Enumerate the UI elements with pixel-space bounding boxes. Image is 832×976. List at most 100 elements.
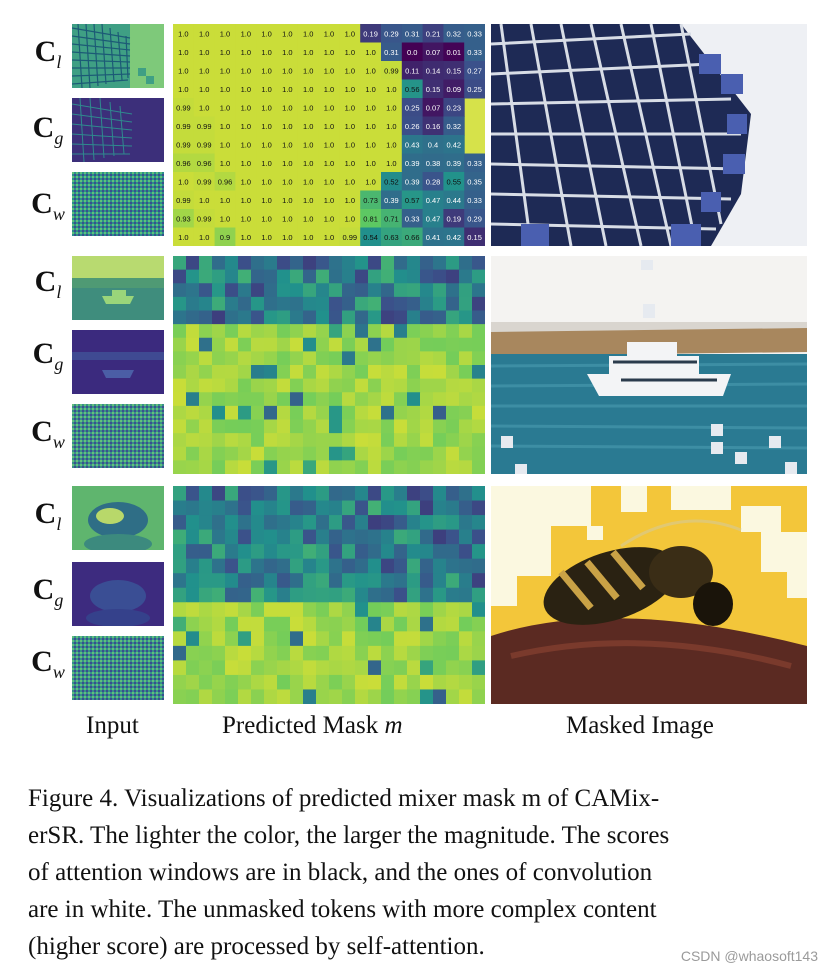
mask-cell <box>459 587 473 603</box>
mask-cell <box>394 689 408 704</box>
mask-cell <box>368 460 382 474</box>
mask-cell <box>381 42 403 62</box>
mask-cell <box>303 674 317 690</box>
mask-cell <box>472 419 485 434</box>
mask-cell <box>256 79 278 99</box>
mask-cell <box>368 544 382 560</box>
mask-cell-value: 1.0 <box>282 85 292 94</box>
mask-cell <box>251 296 265 311</box>
mask-cell <box>381 310 395 325</box>
mask-cell <box>472 544 485 560</box>
mask-cell <box>186 573 200 589</box>
mask-cell <box>446 256 460 271</box>
mask-cell <box>264 365 278 380</box>
mask-cell <box>368 500 382 516</box>
mask-cell-value: 1.0 <box>178 177 188 186</box>
mask-cell <box>422 79 444 99</box>
mask-cell <box>355 689 369 704</box>
mask-cell-value: 1.0 <box>365 48 375 57</box>
mask-cell <box>199 631 213 647</box>
mask-cell <box>433 616 447 632</box>
mask-cell <box>290 616 304 632</box>
mask-cell <box>277 392 291 407</box>
mask-cell-value: 0.93 <box>176 214 191 223</box>
mask-cell <box>212 631 226 647</box>
mask-cell <box>238 674 252 690</box>
mask-cell <box>186 486 200 502</box>
mask-cell <box>342 269 356 284</box>
mask-cell <box>238 587 252 603</box>
mask-cell <box>318 209 340 228</box>
row-label-cg-1: Cg <box>32 111 64 148</box>
mask-cell <box>186 500 200 516</box>
mask-cell <box>407 351 421 366</box>
mask-cell <box>339 209 361 228</box>
mask-cell <box>277 674 291 690</box>
mask-cell <box>443 190 465 210</box>
mask-cell <box>225 256 239 271</box>
mask-cell <box>446 674 460 690</box>
mask-cell <box>446 419 460 434</box>
mask-cell <box>355 515 369 531</box>
mask-cell <box>422 135 444 154</box>
mask-cell <box>297 79 320 99</box>
mask-cell <box>355 283 369 298</box>
mask-cell <box>472 269 485 284</box>
mask-cell <box>407 405 421 420</box>
mask-cell <box>238 544 252 560</box>
mask-cell <box>407 269 421 284</box>
mask-cell <box>316 544 330 560</box>
mask-cell <box>464 227 485 246</box>
mask-cell <box>264 256 278 271</box>
mask-cell <box>290 631 304 647</box>
mask-cell-value: 1.0 <box>261 122 271 131</box>
mask-cell <box>303 529 317 545</box>
mask-cell <box>290 269 304 284</box>
mask-cell <box>212 602 226 618</box>
mask-cell <box>186 602 200 618</box>
mask-cell-value: 1.0 <box>345 122 355 131</box>
mask-cell-value: 0.99 <box>197 214 212 223</box>
row-label-cw-3: Cw <box>31 645 65 682</box>
mask-cell <box>401 190 424 210</box>
mask-cell <box>342 365 356 380</box>
mask-cell <box>277 337 291 352</box>
mask-cell <box>446 573 460 589</box>
mask-cell <box>212 392 226 407</box>
mask-cell <box>394 645 408 661</box>
mask-cell <box>173 98 195 117</box>
mask-cell <box>316 256 330 271</box>
mask-cell <box>420 446 434 461</box>
mask-cell <box>446 587 460 603</box>
mask-cell <box>264 378 278 393</box>
mask-cell <box>355 602 369 618</box>
mask-cell-value: 1.0 <box>261 159 271 168</box>
mask-cell <box>173 296 187 311</box>
mask-cell <box>186 378 200 393</box>
mask-cell <box>186 433 200 448</box>
mask-cell <box>459 689 473 704</box>
mask-cell <box>297 209 320 228</box>
mask-cell <box>303 351 317 366</box>
mask-cell <box>464 61 485 80</box>
mask-cell <box>225 310 239 325</box>
mask-cell <box>394 256 408 271</box>
mask-variable: m <box>384 712 403 739</box>
mask-cell <box>360 172 382 191</box>
mask-cell <box>329 283 343 298</box>
mask-cell <box>433 587 447 603</box>
mask-cell <box>251 419 265 434</box>
mask-cell <box>235 24 257 43</box>
input-thumbnail-cg-building <box>72 98 164 162</box>
mask-cell <box>173 190 195 210</box>
mask-cell <box>407 365 421 380</box>
mask-cell <box>303 544 317 560</box>
mask-cell <box>433 558 447 574</box>
mask-cell-value: 1.0 <box>241 29 251 38</box>
mask-cell <box>342 631 356 647</box>
mask-cell <box>212 558 226 574</box>
mask-cell-value: 1.0 <box>178 48 188 57</box>
mask-cell <box>290 515 304 531</box>
mask-cell <box>368 419 382 434</box>
mask-cell <box>459 573 473 589</box>
